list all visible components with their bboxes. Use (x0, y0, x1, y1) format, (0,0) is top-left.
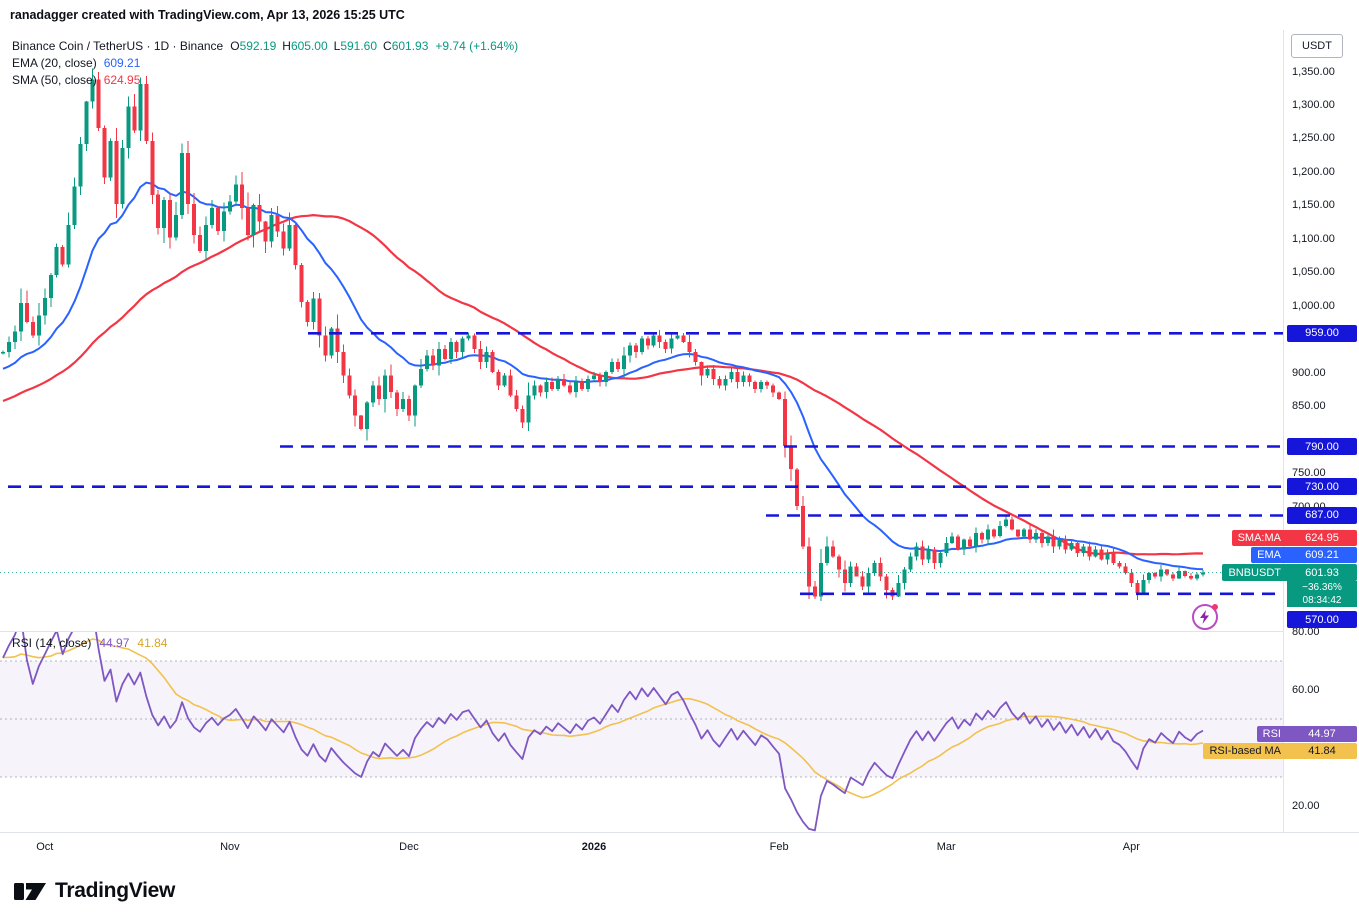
price-level-badge: 959.00 (1287, 324, 1357, 342)
time-label: Nov (220, 841, 240, 853)
ohlc-pair: C601.93 (383, 39, 429, 53)
rsi-ma-value: 41.84 (137, 636, 168, 650)
symbol-title[interactable]: Binance Coin / TetherUS · 1D · Binance (12, 39, 224, 53)
price-tick: 900.00 (1292, 366, 1326, 379)
sma-value: 624.95 (103, 73, 141, 87)
price-level-badge: 570.00 (1287, 611, 1357, 629)
symbol-price-badge: BNBUSDT 601.93 −36.36% 08:34:42 (1222, 564, 1357, 608)
countdown-badge: 08:34:42 (1287, 594, 1357, 608)
chart-area: Binance Coin / TetherUS · 1D · Binance O… (0, 30, 1359, 863)
time-label: Apr (1122, 841, 1140, 853)
rsi-value: 44.97 (99, 636, 130, 650)
price-tick: 1,350.00 (1292, 65, 1335, 78)
change-value: +9.74 (+1.64%) (435, 39, 519, 53)
ema-axis-badge: EMA 609.21 (1251, 547, 1357, 564)
price-tick: 850.00 (1292, 400, 1326, 413)
attribution: ranadagger created with TradingView.com,… (10, 8, 405, 22)
sma-axis-badge: SMA:MA 624.95 (1231, 530, 1357, 547)
chart-canvas[interactable] (0, 30, 1283, 832)
notification-dot (1212, 604, 1218, 610)
rsi-axis-badge: RSI 44.97 (1256, 725, 1357, 742)
price-level-badge: 687.00 (1287, 506, 1357, 524)
rsi-tick: 60.00 (1292, 684, 1320, 696)
rsi-ma-axis-badge: RSI-based MA 41.84 (1203, 742, 1357, 759)
rsi-ma-line (2, 638, 1204, 799)
ohlc-pair: L591.60 (333, 39, 378, 53)
lightning-bolt-icon (1200, 610, 1209, 624)
ema-value: 609.21 (103, 56, 141, 70)
rsi-band (0, 660, 1283, 778)
ema-legend-row[interactable]: EMA (20, close) 609.21 (12, 55, 518, 72)
ohlc-values: O592.19 H605.00 L591.60 C601.93 (230, 38, 428, 55)
tradingview-logomark (14, 883, 46, 900)
price-tick: 1,000.00 (1292, 299, 1335, 312)
price-level-badge: 730.00 (1287, 478, 1357, 496)
time-label: Oct (36, 841, 54, 853)
change-badge: −36.36% (1287, 581, 1357, 595)
flash-icon[interactable] (1192, 604, 1218, 630)
symbol-legend: Binance Coin / TetherUS · 1D · Binance O… (12, 38, 518, 89)
price-tick: 1,150.00 (1292, 199, 1335, 212)
time-label: Feb (769, 841, 789, 853)
sma-label: SMA (50, close) (12, 73, 97, 87)
rsi-tick: 20.00 (1292, 800, 1320, 812)
time-label: 2026 (581, 841, 607, 853)
tradingview-logo-text: TradingView (55, 879, 176, 902)
sma-line (2, 214, 1204, 556)
ema-line (2, 181, 1204, 571)
tradingview-logo[interactable]: TradingView (13, 877, 175, 905)
ohlc-pair: H605.00 (282, 39, 328, 53)
rsi-legend[interactable]: RSI (14, close) 44.97 41.84 (12, 636, 167, 650)
symbol-legend-row[interactable]: Binance Coin / TetherUS · 1D · Binance O… (12, 38, 518, 55)
ema-label: EMA (20, close) (12, 56, 97, 70)
level-lines (8, 331, 1283, 596)
rsi-line (2, 632, 1204, 832)
footer: TradingView (0, 862, 1359, 919)
time-axis[interactable]: Oct Nov Dec 2026 Feb Mar Apr (0, 832, 1359, 863)
price-axis[interactable]: USDT 1,350.00 1,300.00 1,250.00 1,200.00 1,1… (1203, 30, 1359, 832)
usdt-unit-button[interactable]: USDT (1291, 34, 1343, 58)
time-label: Dec (399, 841, 419, 853)
rsi-tick: 80.00 (1292, 626, 1320, 638)
price-tick: 1,300.00 (1292, 99, 1335, 111)
rsi-label: RSI (14, close) (12, 636, 92, 650)
price-tick: 1,250.00 (1292, 132, 1335, 145)
price-tick: 1,200.00 (1292, 165, 1335, 178)
time-label: Mar (936, 841, 956, 853)
ohlc-pair: O592.19 (230, 39, 277, 53)
price-tick: 750.00 (1292, 467, 1326, 480)
sma-legend-row[interactable]: SMA (50, close) 624.95 (12, 72, 518, 89)
price-level-badge: 790.00 (1287, 438, 1357, 456)
price-tick: 1,100.00 (1292, 232, 1335, 245)
price-tick: 1,050.00 (1292, 266, 1335, 279)
candles-group (1, 68, 1205, 602)
